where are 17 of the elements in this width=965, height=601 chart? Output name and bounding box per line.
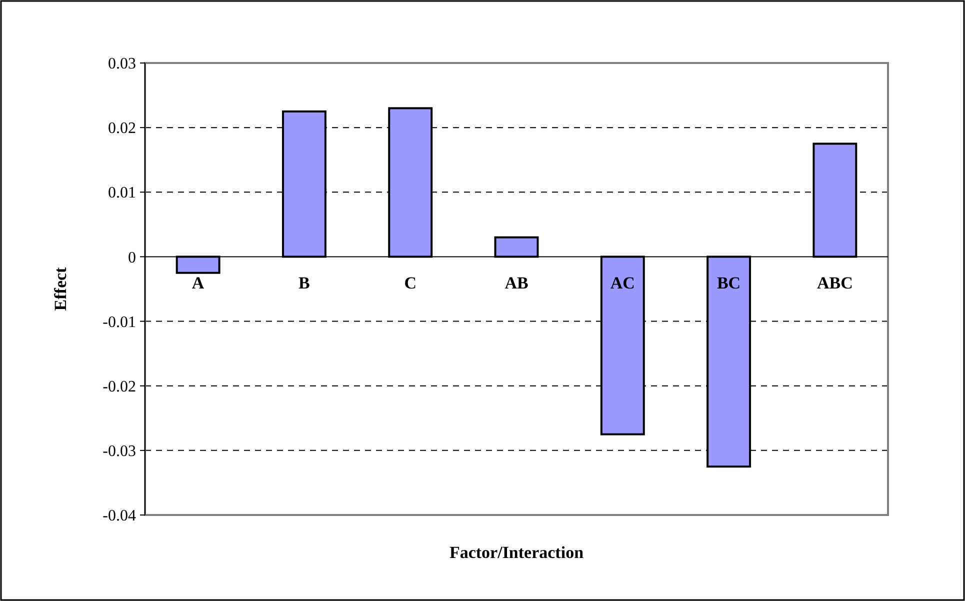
- x-tick-label: AB: [504, 274, 528, 293]
- y-tick-label: 0.03: [108, 56, 136, 73]
- y-axis-title: Effect: [51, 266, 70, 311]
- y-tick-label: -0.02: [102, 378, 136, 396]
- y-tick-label: -0.03: [102, 443, 136, 460]
- y-tick-label: -0.01: [102, 314, 136, 331]
- y-tick-label: 0.01: [108, 184, 136, 202]
- x-tick-label: C: [404, 274, 416, 293]
- y-tick-label: 0: [128, 249, 136, 266]
- y-tick-label: -0.04: [102, 508, 136, 525]
- x-tick-label: AC: [610, 274, 635, 293]
- x-tick-label: ABC: [816, 274, 853, 293]
- y-tick-label: 0.02: [108, 120, 136, 138]
- x-tick-label: BC: [716, 274, 741, 293]
- x-tick-label: B: [298, 274, 310, 293]
- x-axis-title: Factor/Interaction: [449, 543, 584, 562]
- x-tick-label: A: [192, 274, 205, 293]
